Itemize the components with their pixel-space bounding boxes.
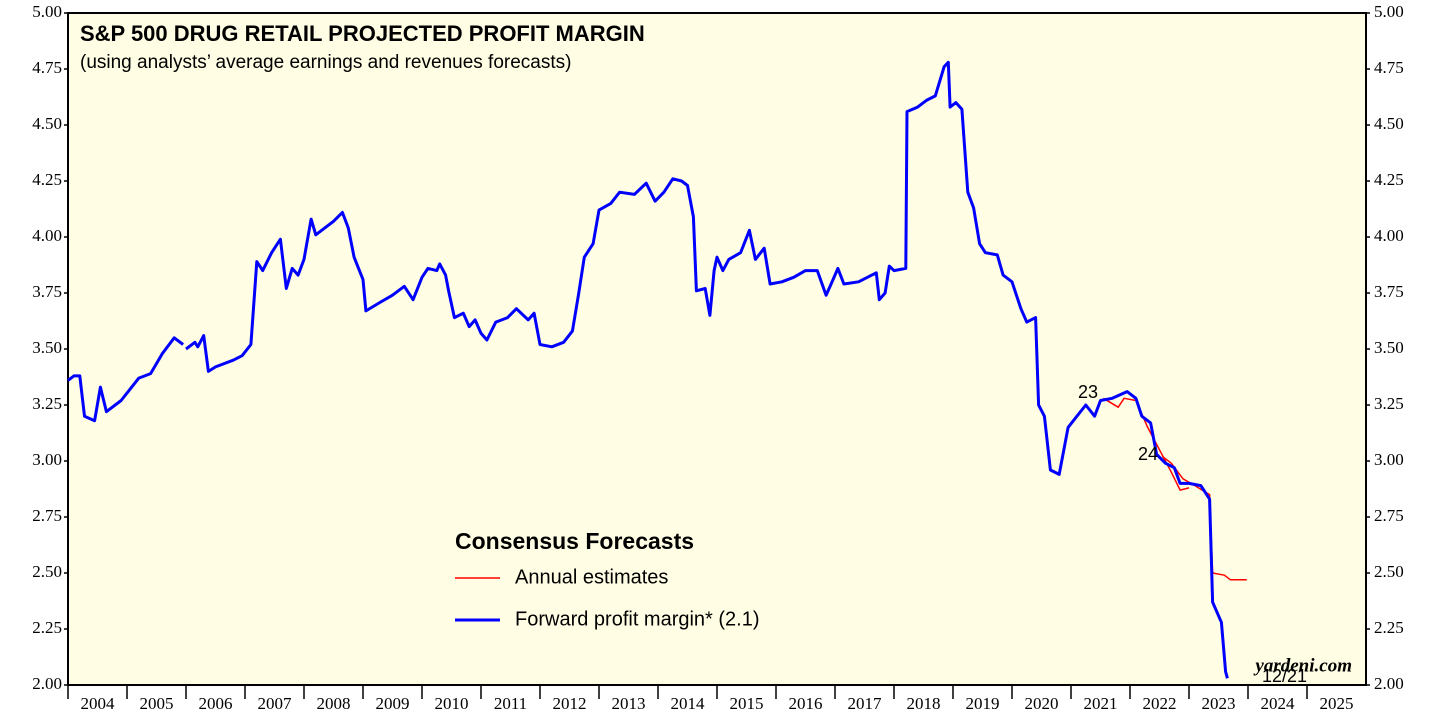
x-tick-label: 2009	[376, 694, 410, 713]
x-tick-label: 2008	[317, 694, 351, 713]
y-tick-label: 5.00	[32, 2, 62, 21]
x-tick-label: 2016	[789, 694, 823, 713]
y2-tick-label: 2.75	[1374, 506, 1404, 525]
x-tick-label: 2010	[435, 694, 469, 713]
y-tick-label: 3.00	[32, 450, 62, 469]
y-tick-label: 3.50	[32, 338, 62, 357]
annotation: 23	[1078, 382, 1098, 402]
chart-subtitle: (using analysts’ average earnings and re…	[80, 52, 571, 73]
y-tick-label: 3.75	[32, 282, 62, 301]
x-tick-label: 2019	[966, 694, 1000, 713]
y2-tick-label: 4.25	[1374, 170, 1404, 189]
x-tick-label: 2015	[730, 694, 764, 713]
y-tick-label: 4.00	[32, 226, 62, 245]
annotation: 24	[1138, 444, 1158, 464]
y2-tick-label: 4.50	[1374, 114, 1404, 133]
y-tick-label: 2.25	[32, 618, 62, 637]
y2-tick-label: 3.00	[1374, 450, 1404, 469]
y2-tick-label: 4.00	[1374, 226, 1404, 245]
y2-tick-label: 3.50	[1374, 338, 1404, 357]
legend-title: Consensus Forecasts	[455, 528, 694, 554]
source: yardeni.com	[1253, 655, 1352, 676]
series-line	[67, 336, 185, 423]
x-tick-label: 2006	[199, 694, 233, 713]
chart-title: S&P 500 DRUG RETAIL PROJECTED PROFIT MAR…	[80, 21, 645, 46]
y2-tick-label: 2.50	[1374, 562, 1404, 581]
plot-area	[67, 12, 1367, 686]
x-tick-label: 2021	[1084, 694, 1118, 713]
y2-tick-label: 3.25	[1374, 394, 1404, 413]
annotation: 12/21	[1262, 666, 1307, 686]
y2-tick-label: 3.75	[1374, 282, 1404, 301]
x-tick-label: 2007	[258, 694, 293, 713]
y-tick-label: 2.50	[32, 562, 62, 581]
legend-label: Annual estimates	[515, 566, 668, 588]
x-tick-label: 2014	[671, 694, 706, 713]
y-tick-label: 4.75	[32, 58, 62, 77]
x-tick-label: 2018	[907, 694, 941, 713]
series-line	[1103, 397, 1190, 491]
x-tick-label: 2020	[1025, 694, 1059, 713]
y2-tick-label: 2.25	[1374, 618, 1404, 637]
y-tick-label: 2.75	[32, 506, 62, 525]
y2-tick-label: 5.00	[1374, 2, 1404, 21]
y2-tick-label: 4.75	[1374, 58, 1404, 77]
x-tick-label: 2004	[81, 694, 116, 713]
y-tick-label: 3.25	[32, 394, 62, 413]
x-tick-label: 2025	[1320, 694, 1354, 713]
x-tick-label: 2012	[553, 694, 587, 713]
x-tick-label: 2005	[140, 694, 174, 713]
y-tick-label: 4.50	[32, 114, 62, 133]
x-tick-label: 2024	[1261, 694, 1296, 713]
legend-label: Forward profit margin* (2.1)	[515, 608, 760, 630]
y-tick-label: 4.25	[32, 170, 62, 189]
y2-tick-label: 2.00	[1374, 674, 1404, 693]
x-tick-label: 2011	[494, 694, 527, 713]
x-tick-label: 2017	[848, 694, 883, 713]
x-tick-label: 2022	[1143, 694, 1177, 713]
x-tick-label: 2023	[1202, 694, 1236, 713]
x-tick-label: 2013	[612, 694, 646, 713]
y-tick-label: 2.00	[32, 674, 62, 693]
series-line	[185, 60, 1229, 679]
